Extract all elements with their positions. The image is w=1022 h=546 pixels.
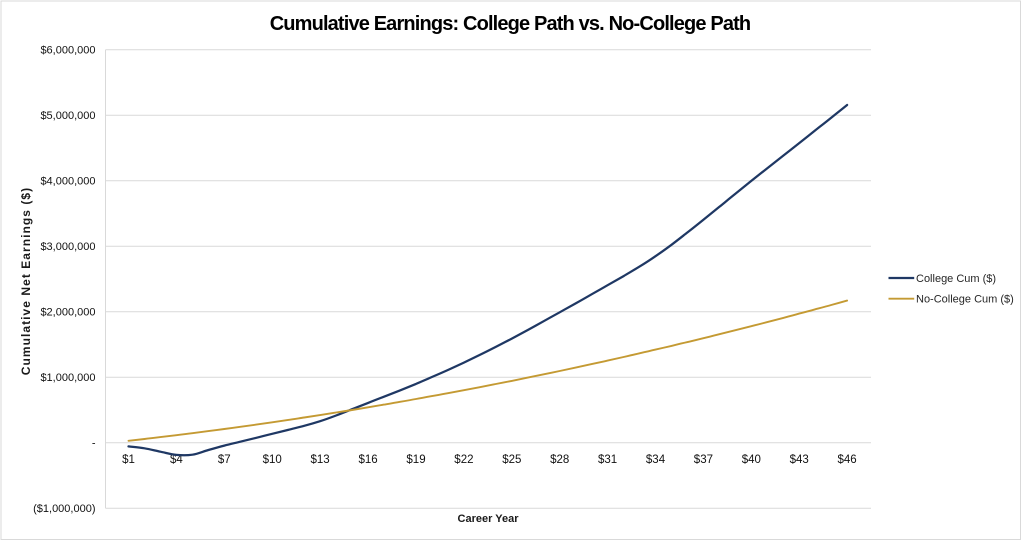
svg-text:Career Year: Career Year [458, 513, 520, 525]
svg-text:No-College Cum ($): No-College Cum ($) [916, 294, 1014, 306]
svg-text:$4,000,000: $4,000,000 [40, 176, 95, 188]
svg-text:$46: $46 [838, 454, 857, 466]
svg-text:$43: $43 [790, 454, 809, 466]
svg-text:$7: $7 [218, 454, 231, 466]
svg-text:($1,000,000): ($1,000,000) [33, 503, 95, 515]
svg-text:$25: $25 [502, 454, 521, 466]
svg-text:$13: $13 [311, 454, 330, 466]
svg-text:$2,000,000: $2,000,000 [40, 307, 95, 319]
svg-text:$28: $28 [550, 454, 569, 466]
svg-text:$10: $10 [263, 454, 282, 466]
svg-text:Cumulative Net Earnings ($): Cumulative Net Earnings ($) [19, 187, 33, 375]
svg-text:$6,000,000: $6,000,000 [40, 45, 95, 57]
svg-text:$19: $19 [406, 454, 425, 466]
svg-text:College Cum ($): College Cum ($) [916, 273, 996, 285]
svg-text:$34: $34 [646, 454, 666, 466]
svg-text:$37: $37 [694, 454, 713, 466]
svg-text:$5,000,000: $5,000,000 [40, 110, 95, 122]
svg-text:$40: $40 [742, 454, 761, 466]
svg-text:-: - [92, 438, 96, 450]
svg-text:$4: $4 [170, 454, 183, 466]
svg-text:$1,000,000: $1,000,000 [40, 372, 95, 384]
svg-text:$31: $31 [598, 454, 617, 466]
svg-text:Cumulative Earnings: College P: Cumulative Earnings: College Path vs. No… [270, 13, 751, 35]
svg-text:$22: $22 [454, 454, 473, 466]
svg-text:$1: $1 [122, 454, 135, 466]
svg-text:$16: $16 [359, 454, 378, 466]
svg-text:$3,000,000: $3,000,000 [40, 241, 95, 253]
